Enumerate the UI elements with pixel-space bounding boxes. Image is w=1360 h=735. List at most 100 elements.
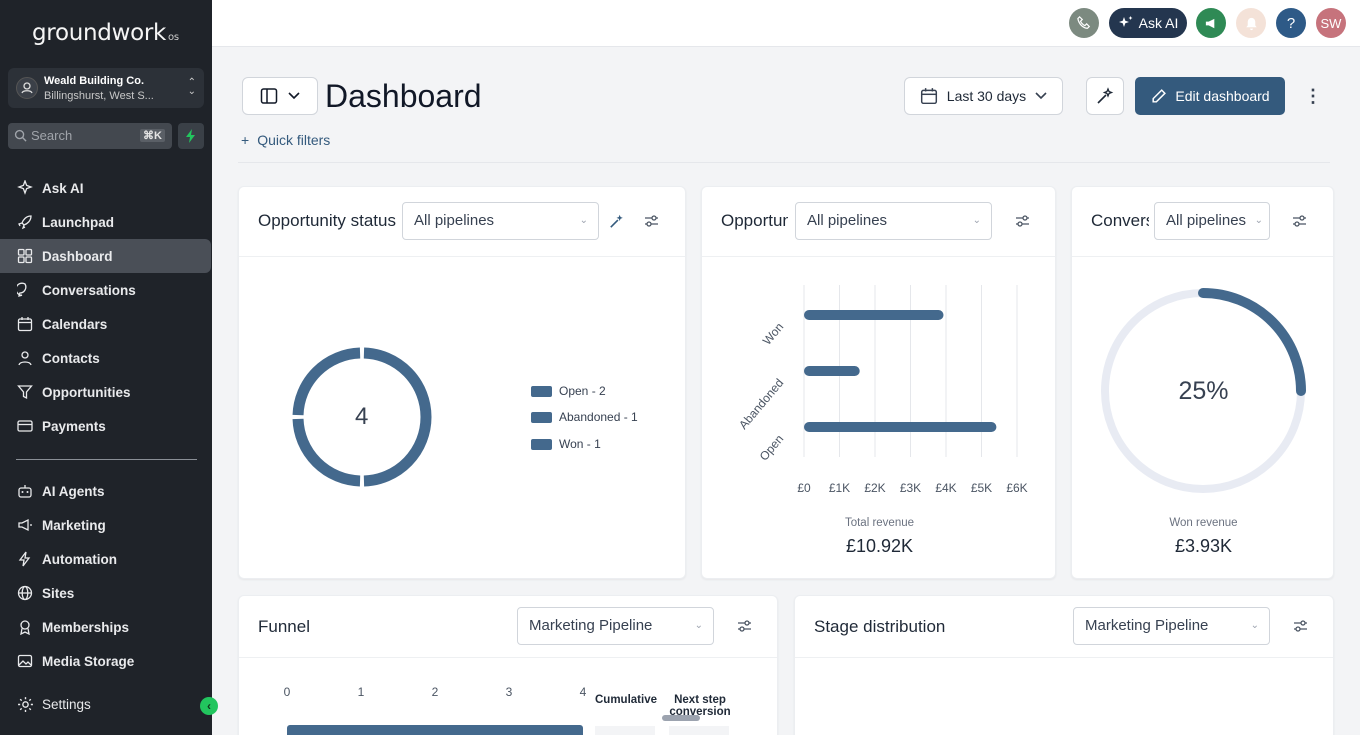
donut-segment-won[interactable]	[292, 347, 361, 416]
sliders-icon	[1292, 215, 1306, 227]
horizontal-scrollbar[interactable]	[662, 715, 700, 721]
pipeline-select-value: All pipelines	[414, 212, 495, 229]
collapse-sidebar-button[interactable]: ‹	[200, 697, 218, 715]
x-tick-label: £5K	[971, 481, 992, 495]
sparkle-icon	[16, 179, 34, 197]
funnel-chart: 0 1 2 3 4	[284, 685, 587, 735]
avatar-initials: SW	[1320, 15, 1342, 31]
chevron-down-icon: ⌄	[694, 620, 703, 631]
opportunity-total: 4	[355, 403, 369, 430]
chat-bubble-icon	[16, 281, 34, 299]
chevron-updown-icon: ⌃ ⌄	[187, 77, 196, 97]
card-settings-button[interactable]	[1290, 212, 1308, 230]
sidebar-item-label: Payments	[42, 418, 106, 434]
sidebar-item-automation[interactable]: Automation	[0, 542, 212, 576]
sidebar-item-conversations[interactable]: Conversations	[0, 273, 212, 307]
pipeline-select[interactable]: All pipelines ⌄	[1154, 202, 1270, 240]
magic-wand-icon	[610, 214, 623, 228]
image-icon	[16, 652, 34, 670]
pipeline-select[interactable]: Marketing Pipeline ⌄	[517, 607, 714, 645]
donut-segment-open[interactable]	[363, 347, 432, 487]
question-icon: ?	[1286, 14, 1296, 32]
calendar-icon	[16, 315, 34, 333]
quick-filters-label: Quick filters	[257, 132, 331, 148]
x-tick-label: £0	[797, 481, 811, 495]
sliders-icon	[737, 620, 751, 632]
sidebar-item-launchpad[interactable]: Launchpad	[0, 205, 212, 239]
funnel-icon	[16, 383, 34, 401]
account-avatar-icon	[16, 77, 38, 99]
legend-item-open: Open - 2	[531, 384, 606, 398]
more-options-button[interactable]: ⋮	[1303, 85, 1323, 107]
sidebar-item-calendars[interactable]: Calendars	[0, 307, 212, 341]
edit-dashboard-button[interactable]: Edit dashboard	[1135, 77, 1285, 115]
card-settings-button[interactable]	[1291, 617, 1309, 635]
funnel-bar[interactable]	[287, 725, 583, 735]
bar-open[interactable]	[804, 422, 997, 432]
sidebar-item-ai-agents[interactable]: AI Agents	[0, 474, 212, 508]
sidebar-item-label: Sites	[42, 585, 75, 601]
y-category-label: Open	[757, 432, 787, 463]
sidebar-item-memberships[interactable]: Memberships	[0, 610, 212, 644]
sidebar-panel-icon	[260, 88, 278, 104]
sidebar-divider	[16, 459, 197, 460]
card-header: Conversion rate All pipelines ⌄	[1072, 187, 1333, 257]
legend-item-won: Won - 1	[531, 437, 601, 451]
legend-swatch	[531, 385, 552, 397]
pipeline-select[interactable]: Marketing Pipeline ⌄	[1073, 607, 1270, 645]
sidebar-item-label: Dashboard	[42, 248, 113, 264]
account-switcher[interactable]: Weald Building Co. Billingshurst, West S…	[8, 68, 204, 108]
quick-action-button[interactable]	[178, 123, 204, 149]
date-range-picker[interactable]: Last 30 days	[904, 77, 1063, 115]
sidebar-item-ask-ai[interactable]: Ask AI	[0, 171, 212, 205]
announcements-button[interactable]	[1196, 8, 1226, 38]
sidebar-item-marketing[interactable]: Marketing	[0, 508, 212, 542]
sidebar-item-settings[interactable]: Settings	[0, 687, 212, 721]
account-location: Billingshurst, West S...	[44, 90, 154, 102]
won-revenue-label: Won revenue	[1169, 517, 1238, 529]
sidebar-item-media-storage[interactable]: Media Storage	[0, 644, 212, 678]
sidebar-item-contacts[interactable]: Contacts	[0, 341, 212, 375]
search-shortcut: ⌘K	[140, 129, 165, 142]
card-settings-button[interactable]	[1013, 212, 1031, 230]
donut-segment-abandoned[interactable]	[292, 418, 361, 487]
pipeline-select[interactable]: All pipelines ⌄	[795, 202, 992, 240]
megaphone-icon	[16, 516, 34, 534]
x-tick-label: £1K	[829, 481, 850, 495]
legend-item-abandoned: Abandoned - 1	[531, 410, 638, 424]
bar-won[interactable]	[804, 310, 944, 320]
card-settings-button[interactable]	[735, 617, 753, 635]
pipeline-select[interactable]: All pipelines ⌄	[402, 202, 599, 240]
pipeline-select-value: All pipelines	[807, 212, 888, 229]
ai-insights-button[interactable]	[1086, 77, 1124, 115]
card-settings-button[interactable]	[642, 212, 660, 230]
phone-button[interactable]	[1069, 8, 1099, 38]
sidebar-item-opportunities[interactable]: Opportunities	[0, 375, 212, 409]
sidebar-search[interactable]: Search ⌘K	[8, 123, 172, 149]
sidebar-item-dashboard[interactable]: Dashboard	[0, 239, 211, 273]
bar-abandoned[interactable]	[804, 366, 860, 376]
total-revenue-label: Total revenue	[844, 517, 915, 529]
quick-filters-button[interactable]: + Quick filters	[241, 132, 330, 148]
sparkle-icon	[1118, 16, 1133, 27]
chevron-down-icon: ⌄	[972, 215, 981, 226]
x-tick-label: £2K	[864, 481, 885, 495]
sidebar-item-label: Marketing	[42, 517, 106, 533]
sidebar-item-payments[interactable]: Payments	[0, 409, 212, 443]
card-title: Conversion rate	[1091, 211, 1149, 230]
opportunity-status-card: Opportunity status All pipelines ⌄ 4 Ope…	[238, 186, 686, 579]
sidebar-item-label: Memberships	[42, 619, 130, 635]
sidebar-item-label: Media Storage	[42, 653, 135, 669]
layout-toggle-button[interactable]	[242, 77, 318, 115]
ask-ai-button[interactable]: Ask AI	[1109, 8, 1187, 38]
notifications-button[interactable]	[1236, 8, 1266, 38]
ai-insight-button[interactable]	[608, 212, 626, 230]
sidebar-item-sites[interactable]: Sites	[0, 576, 212, 610]
user-avatar[interactable]: SW	[1316, 8, 1346, 38]
help-button[interactable]: ?	[1276, 8, 1306, 38]
lightning-icon	[16, 550, 34, 568]
pipeline-select-value: Marketing Pipeline	[1085, 617, 1209, 634]
app-logo[interactable]: groundwork os	[32, 20, 179, 46]
chevron-down-icon: ⌄	[1254, 215, 1263, 226]
